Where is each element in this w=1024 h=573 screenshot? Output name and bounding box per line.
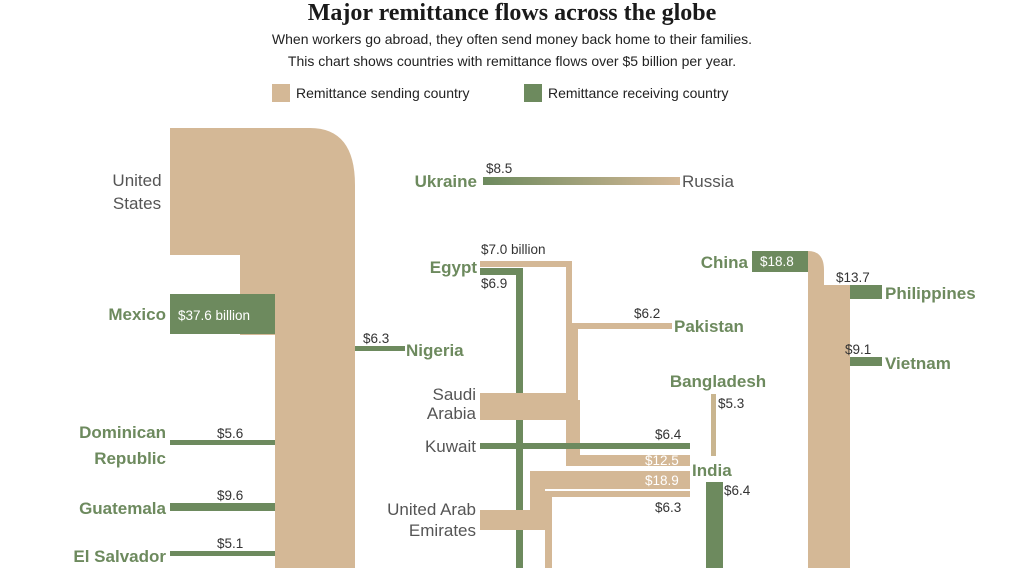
chart-subtitle-line-1: When workers go abroad, they often send … [272,31,752,47]
label-vietnam: Vietnam [885,354,951,373]
flow-india-bangladesh [711,394,716,456]
value-us-mexico: $37.6 billion [178,308,250,323]
value-us-dominican: $5.6 [217,426,243,441]
label-pakistan: Pakistan [674,317,744,336]
value-us-vietnam: $9.1 [845,342,871,357]
label-egypt: Egypt [430,258,478,277]
chart-subtitle-line-2: This chart shows countries with remittan… [288,53,736,69]
flow-vietnam-bar [850,357,882,366]
flow-saudi-block [480,393,568,420]
legend-swatch-receiving [524,84,542,102]
flow-us-el-salvador [170,551,275,556]
flow-us-mexico-bar [170,294,275,334]
gulf-flows [480,261,723,568]
value-uae-india: $18.9 [645,473,679,488]
legend: Remittance sending country Remittance re… [272,84,729,102]
flow-kuwait-india [480,443,690,449]
label-el-salvador: El Salvador [73,547,166,566]
label-kuwait: Kuwait [425,437,476,456]
value-kuwait-egypt: $6.9 [481,276,507,291]
flow-us-china-trunk [752,251,824,568]
flow-us-trunk [170,128,355,568]
label-dominican-republic-line2: Republic [94,449,166,468]
label-saudi-arabia-line1: Saudi [433,385,476,404]
flow-us-nigeria [355,346,405,351]
label-dominican-republic-line1: Dominican [79,423,166,442]
label-nigeria: Nigeria [406,341,464,360]
value-us-philippines: $13.7 [836,270,870,285]
flow-saudi-india [566,400,690,466]
label-united-states-line2: States [113,194,161,213]
label-mexico: Mexico [108,305,166,324]
label-uae-line1: United Arab [387,500,476,519]
us-flows [170,128,405,568]
label-uae-line2: Emirates [409,521,476,540]
flow-china-bar [752,251,808,272]
flow-saudi-pakistan [572,323,672,400]
value-saudi-india: $12.5 [645,453,679,468]
flow-kuwait-egypt [480,268,523,568]
value-us-india: $6.4 [724,483,751,498]
label-china: China [701,253,749,272]
value-saudi-pakistan: $6.2 [634,306,660,321]
flow-us-dominican-republic [170,440,275,445]
legend-label-sending: Remittance sending country [296,85,470,101]
label-india: India [692,461,732,480]
value-saudi-egypt: $7.0 billion [481,242,546,257]
value-kuwait-india: $6.4 [655,427,682,442]
legend-label-receiving: Remittance receiving country [548,85,729,101]
flow-us-guatemala [170,503,275,511]
value-us-elsalvador: $5.1 [217,536,243,551]
legend-swatch-sending [272,84,290,102]
flow-india-bar [706,482,723,568]
asia-flows [752,251,882,568]
flow-russia-ukraine [483,177,680,185]
label-saudi-arabia-line2: Arabia [427,404,477,423]
flow-us-philippines [824,285,882,568]
flow-uae-india [480,471,690,530]
value-us-china: $18.8 [760,254,794,269]
label-philippines: Philippines [885,284,976,303]
value-india-bangladesh: $5.3 [718,396,744,411]
value-us-nigeria: $6.3 [363,331,389,346]
flow-philippines-bar [850,285,882,299]
value-russia-ukraine: $8.5 [486,161,512,176]
label-ukraine: Ukraine [415,172,477,191]
label-guatemala: Guatemala [79,499,166,518]
label-bangladesh: Bangladesh [670,372,766,391]
label-russia: Russia [682,172,735,191]
chart-title: Major remittance flows across the globe [308,0,717,26]
value-uae-pakistan: $6.3 [655,500,681,515]
value-us-guatemala: $9.6 [217,488,243,503]
label-united-states-line1: United [112,171,161,190]
russia-flows [483,177,680,185]
